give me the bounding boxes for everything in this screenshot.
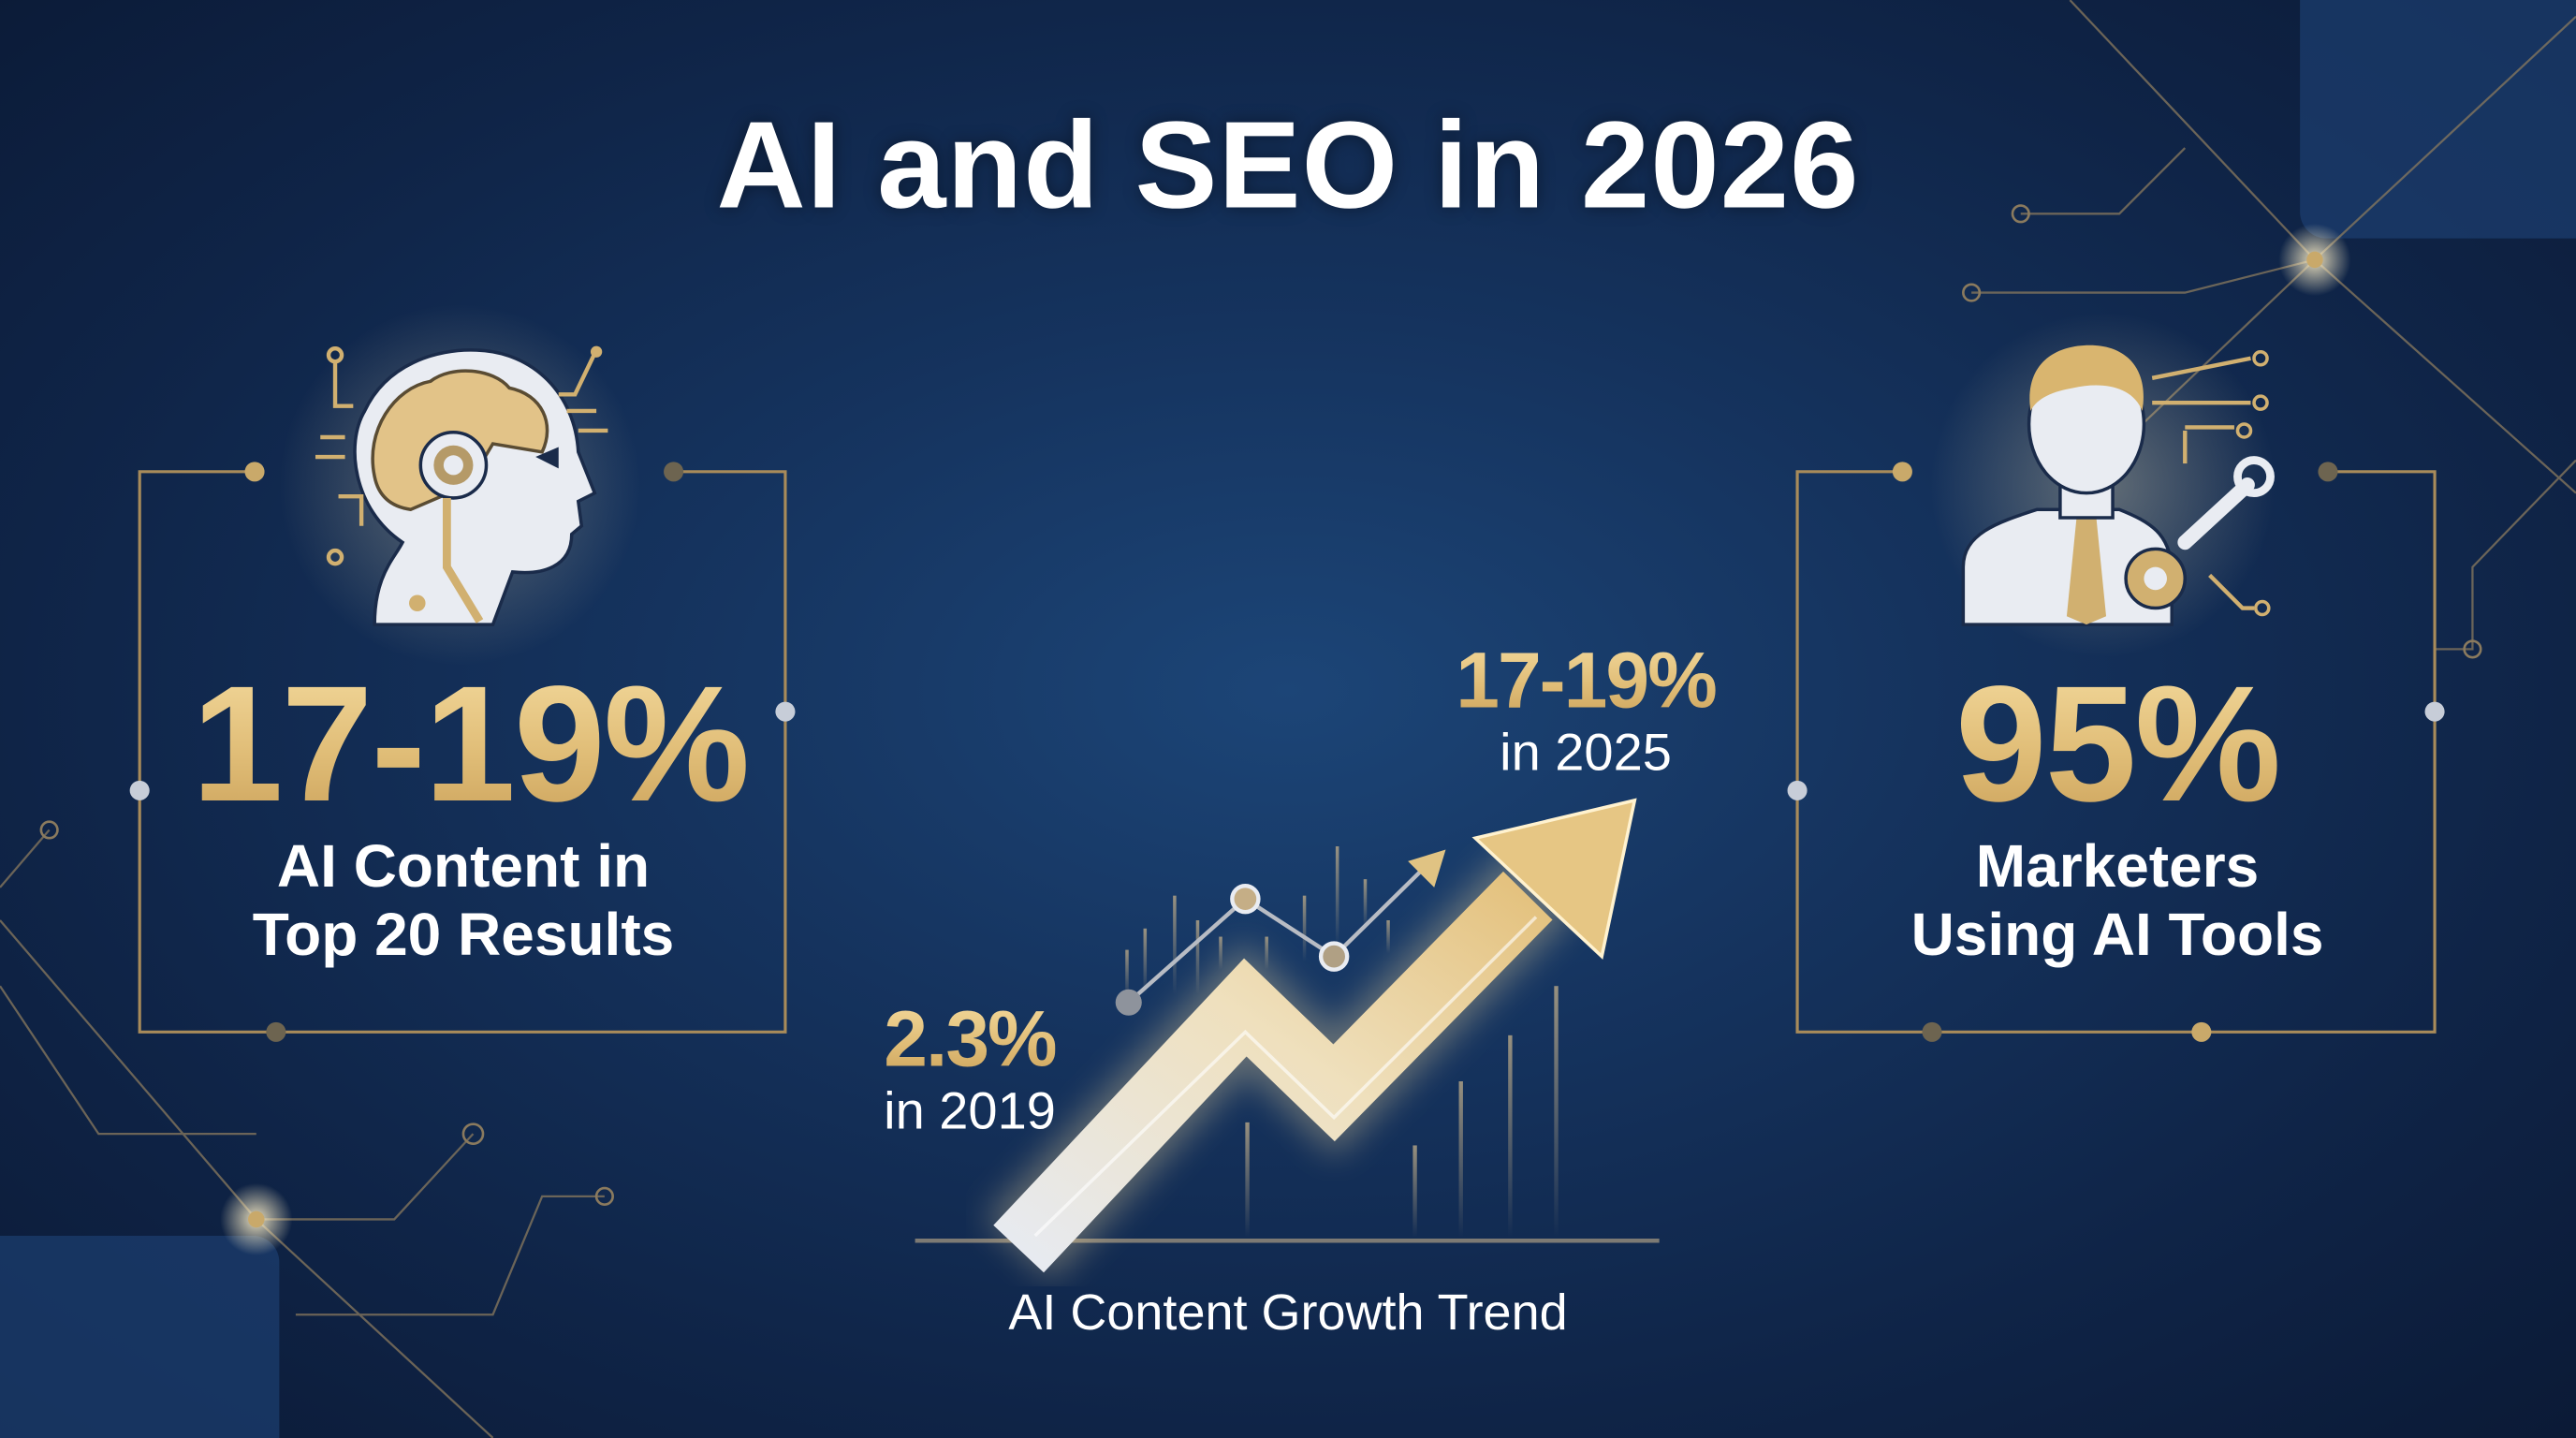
circuit-nodes bbox=[39, 204, 2482, 1256]
left-stat-value: 17-19% bbox=[192, 650, 751, 839]
growth-arrow bbox=[985, 798, 1637, 1281]
right-stat-label-line2: Using AI Tools bbox=[1910, 901, 2324, 968]
right-stat-label-line1: Marketers bbox=[1975, 832, 2260, 900]
marketer-with-gear-wrench-icon bbox=[1930, 312, 2276, 658]
right-stat-frame bbox=[1787, 462, 2445, 1042]
trend-end-label: in 2025 bbox=[1500, 722, 1672, 782]
point bbox=[1115, 989, 1142, 1016]
trend-end-value: 17-19% bbox=[1456, 636, 1718, 725]
ai-robot-head-brain-icon bbox=[279, 303, 641, 666]
left-stat-label-line1: AI Content in bbox=[276, 832, 651, 900]
trend-chart bbox=[915, 798, 1660, 1281]
right-stat-value: 95% bbox=[1955, 650, 2281, 839]
page-title: AI and SEO in 2026 bbox=[716, 95, 1860, 234]
left-stat-frame bbox=[129, 462, 796, 1042]
trend-caption: AI Content Growth Trend bbox=[1008, 1284, 1568, 1341]
trend-start-value: 2.3% bbox=[884, 994, 1057, 1083]
left-stat-label-line2: Top 20 Results bbox=[252, 901, 675, 968]
point bbox=[1230, 883, 1261, 915]
trend-start-label: in 2019 bbox=[884, 1080, 1056, 1140]
point bbox=[1318, 941, 1350, 972]
mini-line-series bbox=[1115, 849, 1446, 1016]
background-bars bbox=[1125, 846, 1559, 1238]
